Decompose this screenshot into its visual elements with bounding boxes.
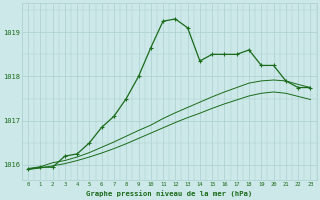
X-axis label: Graphe pression niveau de la mer (hPa): Graphe pression niveau de la mer (hPa) — [86, 190, 252, 197]
